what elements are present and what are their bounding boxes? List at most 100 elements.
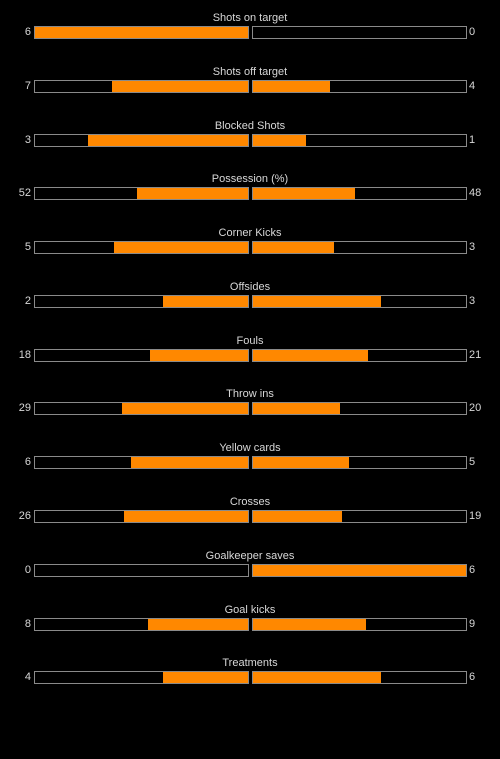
away-bar-fill xyxy=(253,565,466,576)
away-bar xyxy=(252,671,467,684)
home-value: 6 xyxy=(24,26,31,38)
away-bar xyxy=(252,80,467,93)
away-value: 9 xyxy=(469,618,476,630)
home-value: 52 xyxy=(18,187,31,199)
home-bar xyxy=(34,26,249,39)
home-bar xyxy=(34,671,249,684)
away-value: 20 xyxy=(469,402,482,414)
home-bar xyxy=(34,349,249,362)
home-value: 3 xyxy=(24,134,31,146)
home-bar xyxy=(34,187,249,200)
away-value: 6 xyxy=(469,671,476,683)
away-bar-fill xyxy=(253,511,343,522)
away-bar xyxy=(252,564,467,577)
home-value: 6 xyxy=(24,456,31,468)
away-bar-fill xyxy=(253,242,334,253)
away-value: 48 xyxy=(469,187,482,199)
away-value: 21 xyxy=(469,349,482,361)
away-bar xyxy=(252,295,467,308)
home-bar xyxy=(34,456,249,469)
away-bar-fill xyxy=(253,350,369,361)
home-bar-fill xyxy=(137,188,248,199)
stat-row-fouls: Fouls 18 21 xyxy=(0,334,500,374)
home-bar xyxy=(34,80,249,93)
stat-row-throw-ins: Throw ins 29 20 xyxy=(0,387,500,427)
away-bar-fill xyxy=(253,403,341,414)
away-bar xyxy=(252,26,467,39)
home-bar xyxy=(34,618,249,631)
stat-row-offsides: Offsides 2 3 xyxy=(0,280,500,320)
stat-label: Yellow cards xyxy=(219,442,281,454)
home-value: 26 xyxy=(18,510,31,522)
home-bar xyxy=(34,402,249,415)
home-bar-fill xyxy=(113,242,248,253)
stat-row-blocked-shots: Blocked Shots 3 1 xyxy=(0,119,500,159)
away-bar xyxy=(252,241,467,254)
stat-row-possession: Possession (%) 52 48 xyxy=(0,172,500,212)
home-value: 7 xyxy=(24,80,31,92)
stat-label: Blocked Shots xyxy=(214,120,286,132)
home-value: 2 xyxy=(24,295,31,307)
home-bar-fill xyxy=(147,619,248,630)
away-value: 0 xyxy=(469,26,476,38)
away-bar xyxy=(252,349,467,362)
home-bar-fill xyxy=(130,457,248,468)
stat-label: Goal kicks xyxy=(224,604,276,616)
home-bar-fill xyxy=(150,350,248,361)
away-value: 3 xyxy=(469,241,476,253)
home-bar xyxy=(34,241,249,254)
stat-row-goalkeeper-saves: Goalkeeper saves 0 6 xyxy=(0,549,500,589)
home-value: 8 xyxy=(24,618,31,630)
stat-row-treatments: Treatments 4 6 xyxy=(0,656,500,696)
stat-label: Corner Kicks xyxy=(218,227,282,239)
away-bar xyxy=(252,510,467,523)
home-bar-fill xyxy=(111,81,248,92)
home-bar-fill xyxy=(88,135,248,146)
away-bar-fill xyxy=(253,81,330,92)
home-bar-fill xyxy=(162,672,248,683)
stat-label: Offsides xyxy=(229,281,271,293)
away-bar-fill xyxy=(253,672,381,683)
stat-label: Fouls xyxy=(236,335,264,347)
stat-label: Crosses xyxy=(229,496,271,508)
home-bar-fill xyxy=(124,511,248,522)
stat-label: Throw ins xyxy=(226,388,274,400)
stat-label: Goalkeeper saves xyxy=(205,550,295,562)
away-bar xyxy=(252,187,467,200)
home-bar-fill xyxy=(35,27,248,38)
away-bar xyxy=(252,402,467,415)
away-value: 4 xyxy=(469,80,476,92)
away-value: 6 xyxy=(469,564,476,576)
away-bar xyxy=(252,618,467,631)
stat-row-corner-kicks: Corner Kicks 5 3 xyxy=(0,226,500,266)
stat-row-yellow-cards: Yellow cards 6 5 xyxy=(0,441,500,481)
home-bar-fill xyxy=(162,296,248,307)
home-value: 18 xyxy=(18,349,31,361)
stat-row-crosses: Crosses 26 19 xyxy=(0,495,500,535)
home-value: 5 xyxy=(24,241,31,253)
away-bar-fill xyxy=(253,619,366,630)
stat-label: Shots off target xyxy=(212,66,288,78)
away-bar-fill xyxy=(253,188,356,199)
away-value: 3 xyxy=(469,295,476,307)
away-value: 5 xyxy=(469,456,476,468)
home-bar-fill xyxy=(122,403,248,414)
away-bar xyxy=(252,134,467,147)
away-bar-fill xyxy=(253,296,381,307)
away-bar-fill xyxy=(253,135,307,146)
home-value: 4 xyxy=(24,671,31,683)
home-bar xyxy=(34,564,249,577)
away-value: 1 xyxy=(469,134,476,146)
home-bar xyxy=(34,510,249,523)
home-value: 29 xyxy=(18,402,31,414)
stat-label: Shots on target xyxy=(212,12,288,24)
stat-label: Treatments xyxy=(222,657,278,669)
stat-label: Possession (%) xyxy=(211,173,289,185)
away-bar xyxy=(252,456,467,469)
stat-row-goal-kicks: Goal kicks 8 9 xyxy=(0,603,500,643)
home-bar xyxy=(34,134,249,147)
away-value: 19 xyxy=(469,510,482,522)
home-value: 0 xyxy=(24,564,31,576)
away-bar-fill xyxy=(253,457,349,468)
